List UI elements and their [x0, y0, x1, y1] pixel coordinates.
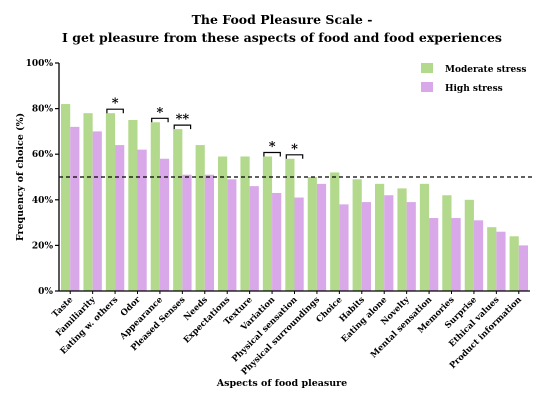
bar-high-4: [159, 158, 170, 291]
significance-label-2: **: [176, 112, 190, 127]
bar-high-14: [384, 195, 394, 291]
bar-high-16: [429, 218, 439, 291]
bar-moderate-12: [330, 172, 340, 291]
significance-label-0: *: [112, 96, 119, 111]
bar-high-17: [451, 218, 461, 291]
significance-bracket-2: [173, 124, 192, 130]
bar-high-9: [272, 192, 282, 291]
y-ticks: 0% 20% 40% 60% 80% 100%: [26, 59, 59, 297]
y-tick-label-0: 0%: [38, 287, 53, 297]
significance-bracket-0: [106, 108, 124, 114]
significance-markers: ** *** *: [106, 96, 304, 159]
legend-swatch-1: [421, 82, 433, 92]
significance-bracket-4: [285, 154, 304, 159]
chart-title: The Food Pleasure Scale -: [192, 12, 373, 27]
significance-bracket-1: [151, 117, 169, 123]
bar-moderate-10: [285, 158, 295, 291]
significance-bracket-3: [263, 151, 281, 157]
significance-label-4: *: [291, 142, 298, 157]
bar-high-1: [92, 131, 102, 291]
bar-moderate-9: [262, 156, 273, 291]
bar-high-5: [182, 174, 192, 291]
bar-high-15: [406, 202, 416, 291]
bar-high-8: [249, 186, 259, 291]
bar-high-7: [227, 179, 237, 291]
bar-high-13: [361, 202, 371, 291]
bars: [61, 104, 528, 291]
bar-moderate-1: [83, 113, 93, 291]
bar-high-2: [115, 145, 125, 291]
bar-moderate-0: [61, 104, 71, 291]
y-tick-label-5: 100%: [26, 59, 54, 69]
x-axis-title: Aspects of food pleasure: [216, 378, 347, 389]
y-tick-label-1: 20%: [32, 241, 54, 251]
bar-moderate-13: [352, 179, 362, 291]
bar-high-6: [204, 174, 214, 291]
legend-label-0: Moderate stress: [445, 65, 526, 75]
legend: Moderate stress High stress: [421, 63, 526, 94]
bar-high-11: [316, 183, 327, 291]
y-tick-label-3: 60%: [32, 150, 54, 160]
bar-moderate-2: [105, 113, 116, 291]
bar-high-19: [496, 231, 506, 291]
bar-moderate-16: [419, 183, 430, 291]
bar-moderate-17: [442, 195, 452, 291]
bar-high-0: [70, 126, 80, 291]
bar-moderate-15: [397, 188, 407, 291]
y-tick-label-4: 80%: [32, 105, 54, 115]
bar-moderate-5: [173, 129, 183, 291]
bar-moderate-19: [487, 227, 497, 291]
bar-moderate-11: [307, 177, 317, 291]
bar-moderate-7: [218, 156, 228, 291]
bar-high-18: [473, 220, 484, 291]
bar-high-20: [518, 245, 528, 291]
significance-label-1: *: [156, 105, 163, 120]
significance-label-3: *: [269, 140, 276, 155]
bar-moderate-6: [195, 145, 205, 291]
bar-moderate-4: [150, 122, 160, 291]
legend-label-1: High stress: [445, 84, 503, 94]
chart-subtitle: I get pleasure from these aspects of foo…: [62, 30, 502, 45]
bar-high-12: [339, 204, 349, 291]
bar-moderate-8: [240, 156, 250, 291]
bar-moderate-18: [464, 199, 474, 291]
y-tick-label-2: 40%: [32, 196, 54, 206]
bar-moderate-14: [375, 183, 385, 291]
bar-high-3: [137, 149, 147, 291]
bar-moderate-3: [128, 120, 138, 291]
bar-high-10: [294, 197, 304, 291]
legend-swatch-0: [421, 63, 433, 73]
bar-moderate-20: [509, 236, 519, 291]
y-axis-title: Frequency of choice (%): [15, 113, 26, 241]
